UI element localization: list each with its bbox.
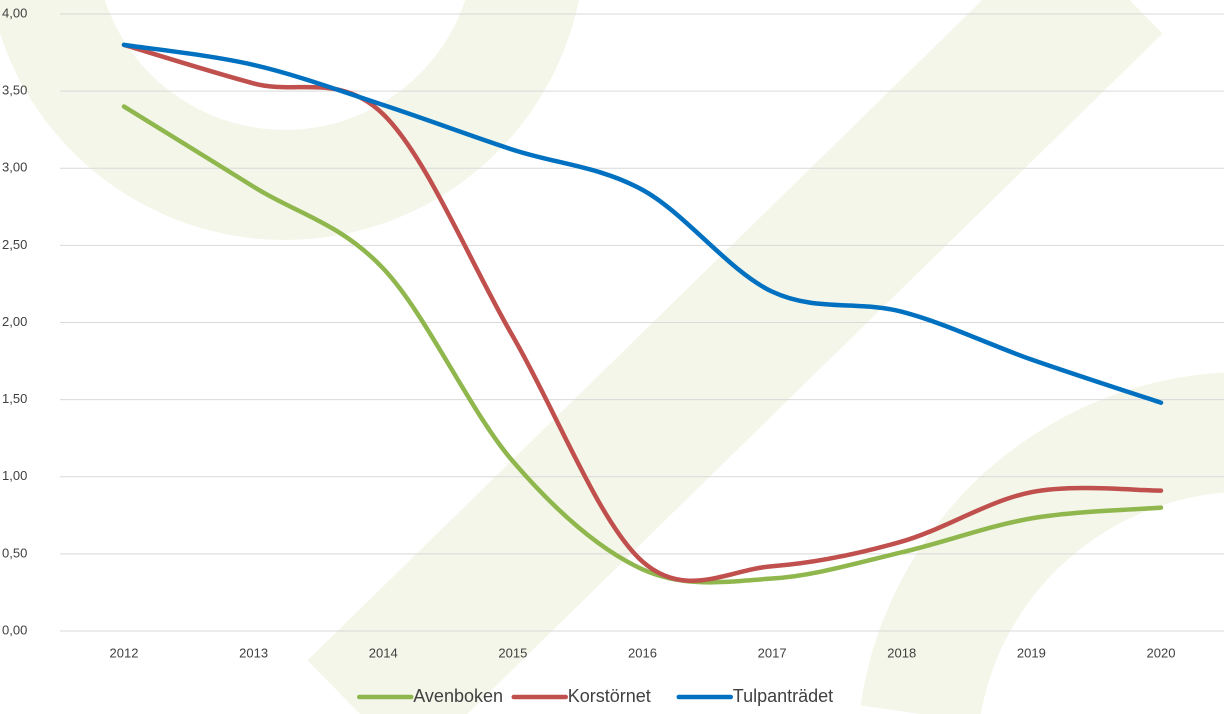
series-line bbox=[121, 104, 1164, 585]
legend-label: Avenboken bbox=[413, 686, 503, 706]
x-tick-label: 2016 bbox=[628, 645, 657, 660]
y-tick-label: 2,00 bbox=[2, 314, 27, 329]
legend: Avenboken Korstörnet Tulpanträdet bbox=[357, 686, 833, 706]
x-tick-label: 2019 bbox=[1017, 645, 1046, 660]
plot bbox=[121, 42, 1164, 585]
y-tick-label: 2,50 bbox=[2, 237, 27, 252]
y-tick-label: 4,00 bbox=[2, 5, 27, 20]
x-tick-label: 2015 bbox=[498, 645, 527, 660]
legend-label: Tulpanträdet bbox=[733, 686, 833, 706]
grid: 0,00 0,50 1,00 1,50 2,00 2,50 3,00 3,50 4,00 2012… bbox=[2, 5, 1224, 660]
y-tick-label: 0,50 bbox=[2, 545, 27, 560]
x-tick-label: 2020 bbox=[1147, 645, 1176, 660]
x-tick-label: 2017 bbox=[758, 645, 787, 660]
series-line bbox=[121, 42, 1164, 584]
x-tick-label: 2013 bbox=[239, 645, 268, 660]
series-line bbox=[121, 42, 1164, 405]
y-tick-label: 3,50 bbox=[2, 83, 27, 98]
y-tick-label: 3,00 bbox=[2, 160, 27, 175]
x-tick-label: 2012 bbox=[110, 645, 139, 660]
x-tick-label: 2014 bbox=[369, 645, 398, 660]
y-tick-label: 0,00 bbox=[2, 622, 27, 637]
legend-label: Korstörnet bbox=[568, 686, 651, 706]
x-tick-label: 2018 bbox=[887, 645, 916, 660]
y-tick-label: 1,00 bbox=[2, 468, 27, 483]
y-tick-label: 1,50 bbox=[2, 391, 27, 406]
